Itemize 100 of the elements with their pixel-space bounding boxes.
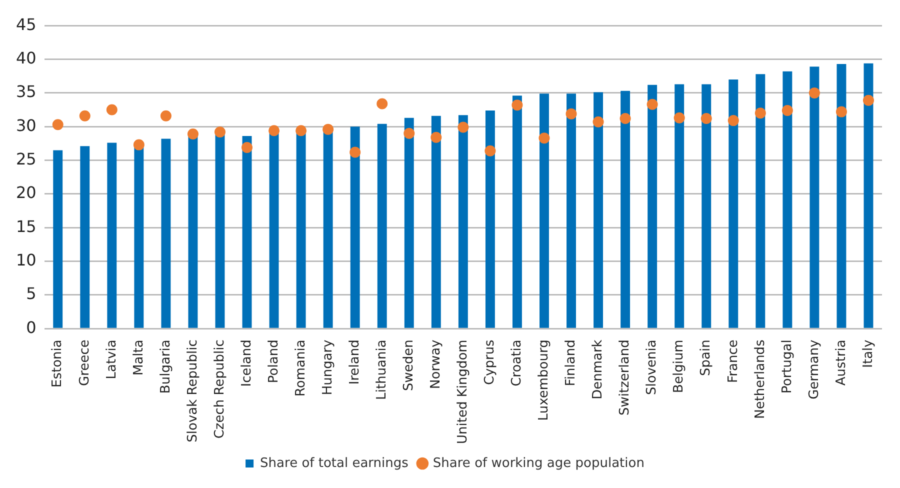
point <box>458 122 469 133</box>
bar <box>810 66 820 328</box>
point <box>350 146 361 158</box>
point <box>700 113 712 124</box>
x-tick-label: Latvia <box>104 340 120 380</box>
x-tick-label: Malta <box>131 340 146 376</box>
bar <box>431 116 441 328</box>
x-tick-label: Bulgaria <box>158 340 174 394</box>
bar <box>864 63 874 328</box>
bar <box>540 94 549 328</box>
bar <box>648 84 658 328</box>
x-tick-label: Iceland <box>239 340 254 387</box>
x-tick-label: Norway <box>428 339 444 389</box>
bar <box>594 92 604 328</box>
y-tick-label: 10 <box>16 250 36 270</box>
bar <box>512 96 522 328</box>
x-tick-label: Poland <box>266 340 282 384</box>
bar <box>836 64 846 328</box>
x-tick-label: Italy <box>860 339 876 368</box>
point <box>242 142 253 153</box>
y-tick-label: 30 <box>16 116 36 135</box>
legend-label: Share of total earnings <box>260 456 409 471</box>
legend-label: Share of working age population <box>432 456 644 471</box>
x-tick-label: Slovak Republic <box>185 340 200 442</box>
point <box>296 125 307 136</box>
bar <box>53 150 63 328</box>
y-tick-label: 45 <box>16 14 36 34</box>
point <box>484 145 496 156</box>
point <box>106 104 118 116</box>
bar <box>702 84 712 328</box>
point <box>322 124 334 135</box>
point <box>160 110 172 122</box>
x-tick-label: Finland <box>564 340 579 386</box>
y-tick-label: 25 <box>16 149 36 168</box>
point <box>808 87 820 98</box>
point <box>592 116 604 128</box>
x-tick-label: Switzerland <box>618 340 633 416</box>
x-tick-label: France <box>726 340 741 383</box>
bar <box>782 71 792 328</box>
y-tick-label: 20 <box>16 183 36 202</box>
y-tick-label: 35 <box>16 82 36 102</box>
point <box>754 108 766 119</box>
y-tick-label: 5 <box>26 284 36 304</box>
bar <box>134 145 144 328</box>
x-tick-label: Netherlands <box>752 339 768 419</box>
point <box>782 104 793 116</box>
point <box>430 132 442 143</box>
point <box>376 98 388 110</box>
x-tick-label: Portugal <box>780 340 795 394</box>
point <box>674 112 685 124</box>
bar <box>80 146 90 328</box>
bar <box>566 94 576 328</box>
x-tick-label: Cyprus <box>482 339 498 386</box>
bar <box>242 136 252 328</box>
bar <box>404 118 414 328</box>
bar <box>620 90 630 328</box>
x-tick-label: Lithuania <box>374 340 390 400</box>
point <box>214 126 226 138</box>
bar <box>215 133 225 328</box>
point <box>268 125 280 136</box>
x-tick-label: Romania <box>293 340 308 397</box>
point <box>79 110 90 122</box>
bar <box>756 74 766 328</box>
x-tick-label: Sweden <box>402 340 417 392</box>
x-tick-label: Denmark <box>590 339 606 400</box>
y-tick-label: 40 <box>16 48 36 68</box>
x-tick-label: Estonia <box>50 340 66 388</box>
point <box>566 108 577 120</box>
x-tick-label: Croatia <box>510 340 525 386</box>
point <box>187 128 198 140</box>
x-tick-label: Hungary <box>320 339 336 396</box>
point <box>52 119 64 130</box>
x-tick-label: Belgium <box>672 340 687 393</box>
point <box>538 132 550 144</box>
bar <box>485 110 495 328</box>
x-tick-label: Spain <box>698 340 714 376</box>
point <box>620 113 631 124</box>
x-tick-label: United Kingdom <box>456 340 471 444</box>
x-tick-label: Ireland <box>347 340 362 385</box>
bar <box>188 135 198 328</box>
point <box>133 139 144 150</box>
bar <box>350 126 360 328</box>
bar <box>161 138 171 328</box>
x-tick-label: Austria <box>834 340 849 386</box>
x-tick-label: Slovenia <box>644 340 660 395</box>
x-tick-label: Luxembourg <box>536 340 552 421</box>
bar <box>728 79 738 328</box>
bar <box>458 115 468 328</box>
point <box>862 94 874 106</box>
x-tick-label: Greece <box>77 340 92 386</box>
x-tick-label: Germany <box>806 339 822 400</box>
point <box>404 128 415 139</box>
bar <box>674 84 684 328</box>
point <box>836 106 847 118</box>
point <box>728 115 739 126</box>
point <box>646 98 658 110</box>
bar <box>377 124 387 328</box>
point <box>512 100 523 111</box>
x-tick-label: Czech Republic <box>212 340 228 439</box>
y-tick-label: 15 <box>16 216 36 236</box>
